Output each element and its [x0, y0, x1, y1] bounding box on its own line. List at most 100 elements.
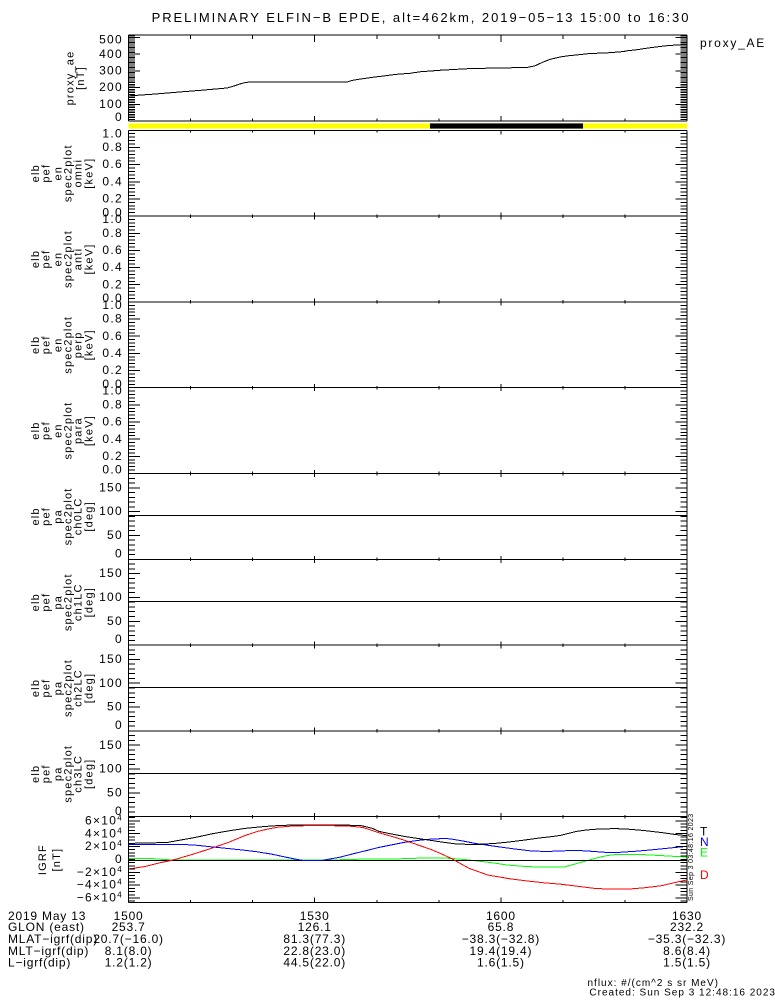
svg-text:pef: pef [41, 421, 53, 440]
svg-text:0.4: 0.4 [102, 174, 123, 188]
svg-text:pa: pa [53, 509, 65, 524]
svg-text:1600: 1600 [486, 909, 516, 923]
svg-text:spec2plot: spec2plot [63, 144, 75, 202]
svg-text:65.8: 65.8 [488, 920, 515, 934]
svg-text:0: 0 [115, 546, 123, 560]
svg-text:elb: elb [30, 765, 42, 783]
svg-text:0.2: 0.2 [102, 363, 123, 377]
svg-text:232.2: 232.2 [670, 920, 704, 934]
svg-text:1630: 1630 [672, 909, 702, 923]
svg-text:−4×104: −4×104 [77, 878, 123, 892]
svg-text:elb: elb [30, 679, 42, 697]
svg-text:0.8: 0.8 [102, 226, 123, 240]
svg-text:pa: pa [53, 681, 65, 696]
svg-text:0.2: 0.2 [102, 277, 123, 291]
svg-text:50: 50 [107, 614, 123, 628]
svg-text:1.0: 1.0 [102, 298, 123, 312]
svg-text:en: en [53, 252, 65, 267]
svg-text:T: T [700, 825, 708, 839]
svg-text:spec2plot: spec2plot [63, 745, 75, 803]
svg-text:−2×104: −2×104 [77, 865, 123, 879]
svg-text:elb: elb [30, 593, 42, 611]
svg-text:100: 100 [99, 762, 123, 776]
svg-text:[nT]: [nT] [75, 66, 87, 90]
svg-text:0.4: 0.4 [102, 346, 123, 360]
svg-text:0.4: 0.4 [102, 432, 123, 446]
svg-text:100: 100 [99, 504, 123, 518]
svg-text:200: 200 [99, 80, 123, 94]
svg-text:spec2plot: spec2plot [63, 402, 75, 460]
svg-text:1.0: 1.0 [102, 384, 123, 398]
svg-text:MLT−igrf(dip): MLT−igrf(dip) [8, 944, 89, 958]
svg-text:150: 150 [99, 566, 123, 580]
svg-text:pef: pef [41, 507, 53, 526]
svg-text:0.8: 0.8 [102, 312, 123, 326]
svg-text:0: 0 [115, 718, 123, 732]
svg-text:proxy_AE: proxy_AE [700, 36, 766, 50]
svg-text:−6×104: −6×104 [77, 891, 123, 905]
svg-text:proxy_ae: proxy_ae [65, 51, 77, 106]
svg-text:44.5(22.0): 44.5(22.0) [283, 955, 346, 969]
svg-text:100: 100 [99, 676, 123, 690]
svg-text:8.1(8.0): 8.1(8.0) [105, 944, 153, 958]
svg-text:Created: Sun Sep 3 12:48:16 2: Created: Sun Sep 3 12:48:16 2023 [589, 988, 775, 999]
svg-text:50: 50 [107, 528, 123, 542]
svg-text:para: para [73, 417, 85, 444]
svg-text:22.8(23.0): 22.8(23.0) [283, 944, 346, 958]
svg-text:[deg]: [deg] [84, 759, 96, 789]
svg-text:150: 150 [99, 480, 123, 494]
svg-text:ch3LC: ch3LC [73, 755, 85, 793]
svg-text:1500: 1500 [114, 909, 144, 923]
svg-text:elb: elb [30, 250, 42, 268]
svg-text:2019 May 13: 2019 May 13 [8, 909, 86, 923]
svg-text:Sun Sep 3 03:48:16 2023: Sun Sep 3 03:48:16 2023 [688, 814, 695, 901]
svg-text:400: 400 [99, 47, 123, 61]
svg-text:pef: pef [41, 764, 53, 783]
svg-text:GLON (east): GLON (east) [8, 920, 85, 934]
svg-text:ch0LC: ch0LC [73, 498, 85, 536]
svg-text:[keV]: [keV] [84, 158, 96, 189]
svg-text:perp: perp [73, 331, 85, 358]
svg-text:0: 0 [115, 110, 123, 124]
svg-text:0.0: 0.0 [102, 463, 123, 477]
svg-text:0.8: 0.8 [102, 398, 123, 412]
svg-text:0.6: 0.6 [102, 415, 123, 429]
svg-text:MLAT−igrf(dip): MLAT−igrf(dip) [8, 932, 98, 946]
svg-text:100: 100 [99, 590, 123, 604]
svg-text:−38.3(−32.8): −38.3(−32.8) [462, 932, 540, 946]
svg-text:pef: pef [41, 335, 53, 354]
svg-text:pa: pa [53, 595, 65, 610]
svg-text:1530: 1530 [300, 909, 330, 923]
svg-text:150: 150 [99, 652, 123, 666]
svg-text:elb: elb [30, 507, 42, 525]
svg-text:E: E [700, 846, 708, 860]
svg-text:elb: elb [30, 164, 42, 182]
svg-text:omni: omni [73, 159, 85, 188]
svg-text:pef: pef [41, 250, 53, 269]
svg-text:0.6: 0.6 [102, 157, 123, 171]
svg-text:0.0: 0.0 [102, 377, 123, 391]
svg-text:1.2(1.2): 1.2(1.2) [105, 955, 153, 969]
svg-text:2×104: 2×104 [85, 839, 123, 853]
svg-text:1.6(1.5): 1.6(1.5) [477, 955, 525, 969]
svg-text:0.2: 0.2 [102, 449, 123, 463]
svg-text:D: D [700, 868, 709, 882]
svg-text:spec2plot: spec2plot [63, 230, 75, 288]
svg-text:300: 300 [99, 64, 123, 78]
svg-text:100: 100 [99, 97, 123, 111]
svg-text:1.0: 1.0 [102, 126, 123, 140]
svg-text:81.3(77.3): 81.3(77.3) [283, 932, 346, 946]
svg-text:en: en [53, 337, 65, 352]
svg-text:spec2plot: spec2plot [63, 659, 75, 717]
svg-text:[deg]: [deg] [84, 587, 96, 617]
svg-text:L−igrf(dip): L−igrf(dip) [8, 955, 71, 969]
svg-text:150: 150 [99, 738, 123, 752]
svg-text:6×104: 6×104 [85, 813, 123, 827]
svg-text:126.1: 126.1 [298, 920, 332, 934]
svg-text:4×104: 4×104 [85, 826, 123, 840]
svg-text:N: N [700, 835, 709, 849]
svg-text:0.8: 0.8 [102, 140, 123, 154]
svg-text:20.7(−16.0): 20.7(−16.0) [93, 932, 164, 946]
svg-text:anti: anti [73, 248, 85, 271]
svg-text:spec2plot: spec2plot [63, 487, 75, 545]
